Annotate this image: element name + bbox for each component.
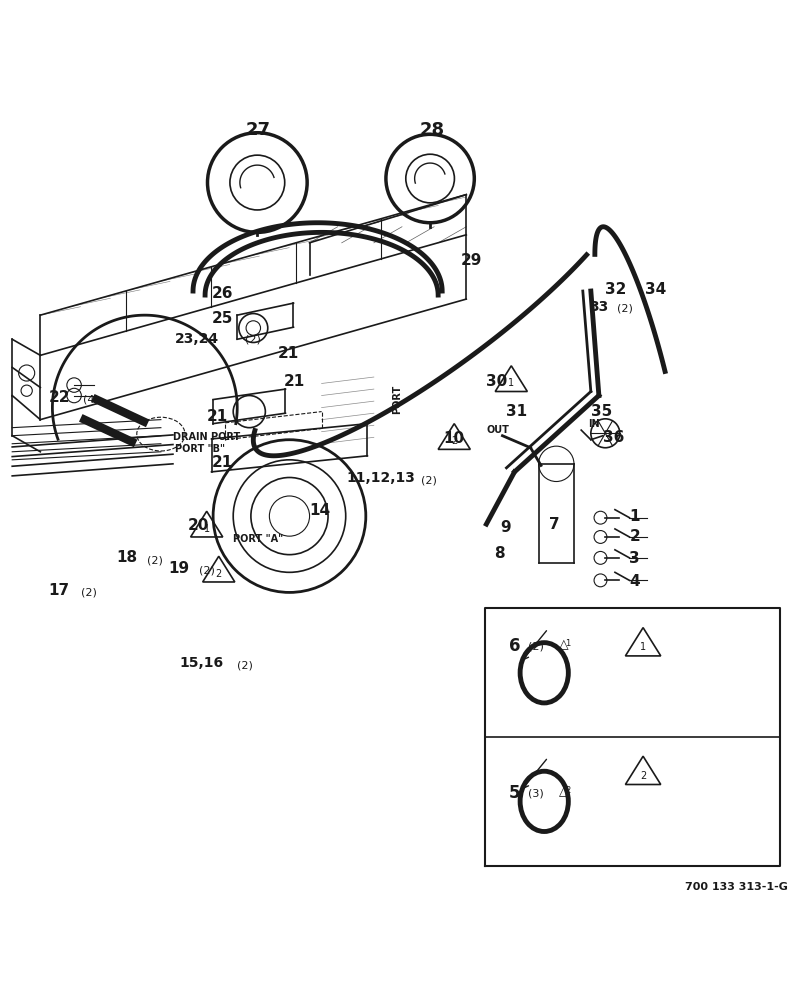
Text: 2: 2 — [564, 786, 569, 795]
Text: 7: 7 — [548, 517, 559, 532]
Text: 18: 18 — [117, 550, 138, 565]
Text: 36: 36 — [602, 430, 624, 445]
Text: 26: 26 — [211, 286, 233, 301]
Text: (2): (2) — [245, 334, 261, 344]
Text: 23,24: 23,24 — [175, 332, 219, 346]
Text: 21: 21 — [284, 374, 305, 389]
Text: 2: 2 — [451, 436, 457, 446]
Text: 700 133 313-1-G: 700 133 313-1-G — [684, 882, 787, 892]
Text: 29: 29 — [460, 253, 482, 268]
Text: 28: 28 — [419, 121, 444, 139]
Text: 2: 2 — [639, 771, 646, 781]
Text: (4): (4) — [83, 395, 99, 405]
Text: △: △ — [558, 785, 568, 798]
Text: 19: 19 — [168, 561, 189, 576]
Text: 21: 21 — [211, 455, 233, 470]
Text: 27: 27 — [245, 121, 270, 139]
Text: 14: 14 — [309, 503, 330, 518]
Text: 17: 17 — [49, 583, 70, 598]
Text: 6: 6 — [508, 637, 520, 655]
Text: 1: 1 — [564, 639, 569, 648]
Text: 1: 1 — [508, 378, 513, 388]
Text: 4: 4 — [629, 574, 639, 589]
Text: 5: 5 — [508, 784, 520, 802]
Text: 21: 21 — [277, 346, 298, 361]
Text: 1: 1 — [204, 524, 209, 534]
Text: (3): (3) — [527, 788, 543, 798]
Text: 35: 35 — [590, 404, 611, 419]
Text: 1: 1 — [629, 509, 639, 524]
Text: 31: 31 — [506, 404, 527, 419]
Text: 10: 10 — [444, 431, 465, 446]
Text: 9: 9 — [500, 520, 510, 535]
Text: 34: 34 — [645, 282, 666, 297]
Text: 1: 1 — [639, 642, 646, 652]
Text: OUT: OUT — [486, 425, 508, 435]
Text: 8: 8 — [494, 546, 504, 561]
Text: 2: 2 — [216, 569, 221, 579]
Text: 21: 21 — [207, 409, 228, 424]
Text: 3: 3 — [629, 551, 639, 566]
Text: (2): (2) — [80, 587, 97, 597]
Text: 22: 22 — [49, 390, 70, 405]
Text: PORT: PORT — [392, 385, 401, 414]
Text: PORT "B": PORT "B" — [175, 444, 225, 454]
Text: DRAIN PORT: DRAIN PORT — [173, 432, 240, 442]
Text: (2): (2) — [527, 641, 543, 651]
Text: (2): (2) — [147, 555, 163, 565]
Text: (2): (2) — [200, 566, 215, 576]
Text: IN: IN — [587, 419, 599, 429]
Text: (2): (2) — [421, 476, 436, 486]
Text: (2): (2) — [237, 661, 253, 671]
Text: 11,12,13: 11,12,13 — [346, 471, 415, 485]
Text: (2): (2) — [616, 304, 632, 314]
Text: 25: 25 — [211, 311, 233, 326]
Text: PORT "A": PORT "A" — [233, 534, 283, 544]
Text: 2: 2 — [629, 529, 639, 544]
Text: 30: 30 — [486, 374, 507, 389]
Text: 32: 32 — [604, 282, 626, 297]
Text: 15,16: 15,16 — [179, 656, 223, 670]
Text: △: △ — [558, 638, 568, 651]
Text: 33: 33 — [589, 300, 607, 314]
Text: 20: 20 — [187, 518, 208, 533]
